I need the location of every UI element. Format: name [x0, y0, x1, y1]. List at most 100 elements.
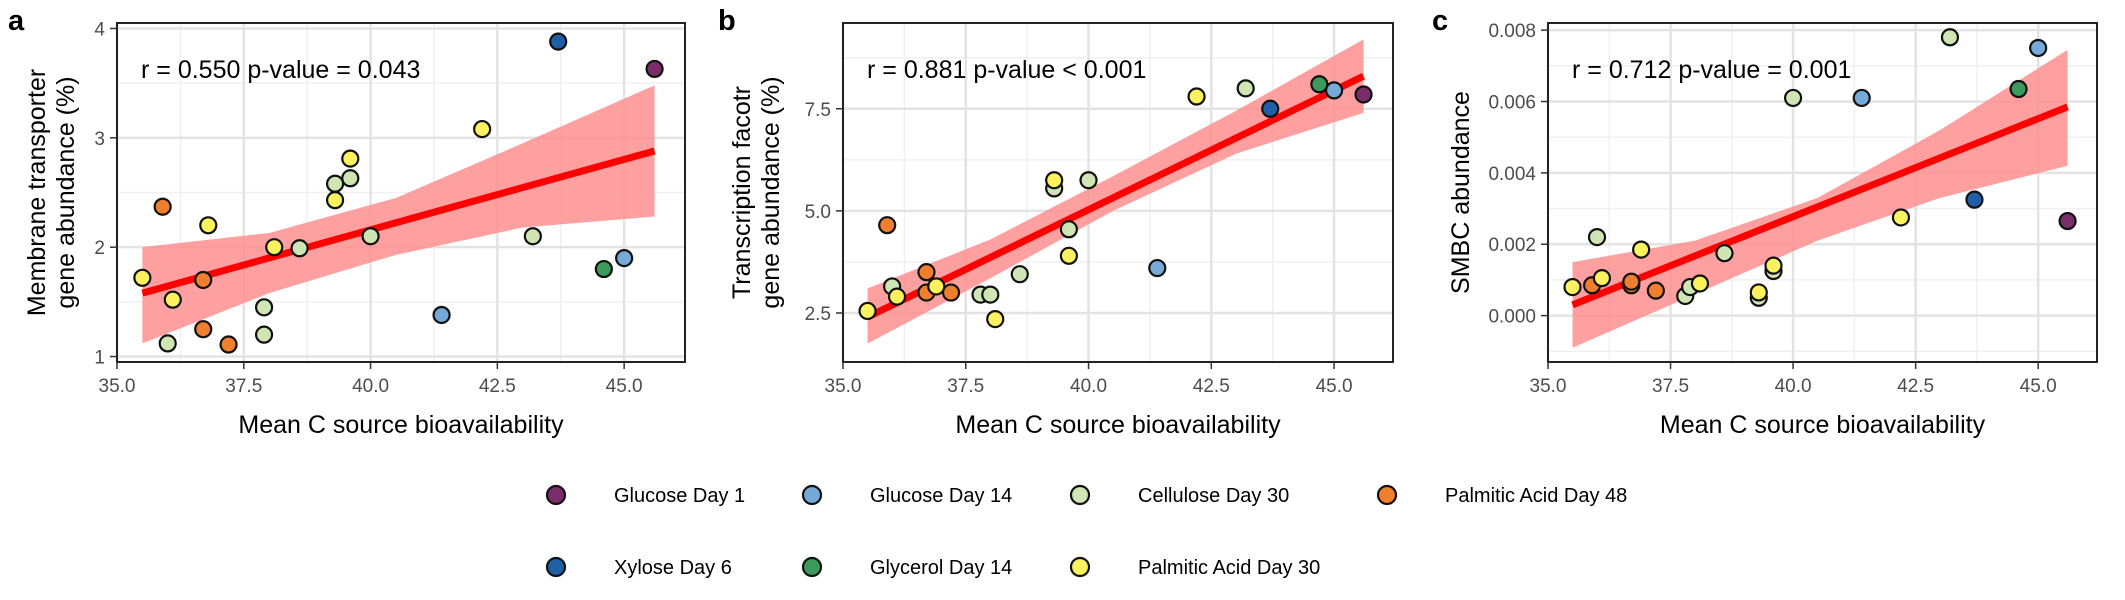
- data-point: [594, 259, 613, 279]
- x-tick-label: 35.0: [99, 376, 136, 397]
- regression-line: [1571, 103, 2069, 309]
- data-point: [158, 334, 177, 353]
- data-point: [1622, 272, 1641, 291]
- data-point: [887, 287, 907, 306]
- data-point: [341, 149, 360, 168]
- data-point: [254, 298, 274, 317]
- data-point: [917, 263, 936, 282]
- data-point: [194, 320, 213, 339]
- correlation-annotation: r = 0.550 p-value = 0.043: [141, 56, 420, 84]
- data-point: [199, 216, 218, 235]
- x-tick-label: 35.0: [825, 376, 862, 397]
- data-point: [1354, 85, 1373, 104]
- legend-item: Glycerol Day 14: [801, 556, 1012, 579]
- plot-border: [1547, 22, 2098, 363]
- data-point: [153, 197, 172, 216]
- tick-labels: 35.0 37.5 40.0 42.5 45.0 1 2 3 4: [94, 19, 642, 397]
- data-point: [549, 32, 568, 51]
- legend-marker: [801, 556, 823, 578]
- data-point: [432, 305, 451, 325]
- y-tick-label: 7.5: [805, 100, 831, 121]
- data-point: [1592, 269, 1612, 288]
- panel-c: 35.0 37.5 40.0 42.5 45.0 0.000 0.002 0.004 0.006…: [1432, 5, 2098, 439]
- y-axis-label: Membrane transporter: [23, 69, 51, 316]
- data-point: [1010, 265, 1029, 284]
- data-point: [981, 285, 1000, 304]
- data-point: [523, 227, 542, 246]
- legend-label: Glucose Day 14: [870, 485, 1012, 507]
- correlation-annotation: r = 0.712 p-value = 0.001: [1572, 56, 1851, 84]
- legend-item: Cellulose Day 30: [1069, 484, 1289, 507]
- legend-marker: [545, 556, 567, 578]
- panel-a: 35.0 37.5 40.0 42.5 45.0 1 2 3 4 Mean C source bi…: [8, 5, 686, 439]
- data-point: [1261, 99, 1280, 118]
- legend-item: Glucose Day 1: [545, 484, 745, 507]
- data-point: [163, 290, 182, 309]
- x-tick-label: 40.0: [1070, 376, 1107, 397]
- x-tick-label: 45.0: [2020, 376, 2057, 397]
- legend-marker: [1069, 556, 1091, 578]
- legend-label: Xylose Day 6: [614, 557, 732, 579]
- data-point: [1148, 258, 1167, 278]
- y-tick-label: 0.008: [1488, 21, 1536, 42]
- x-axis-label: Mean C source bioavailability: [1660, 411, 1986, 439]
- y-tick-label: 0.002: [1488, 235, 1536, 256]
- y-tick-label: 0.004: [1488, 164, 1536, 185]
- data-point: [1632, 240, 1651, 259]
- panel-letter: b: [718, 5, 736, 37]
- data-point: [1891, 208, 1911, 227]
- data-points: [1563, 28, 2077, 307]
- y-tick-label: 3: [94, 129, 105, 150]
- data-point: [1965, 190, 1984, 209]
- minor-gridlines: [843, 23, 1393, 362]
- data-point: [1852, 88, 1871, 108]
- confidence-band: [867, 39, 1364, 344]
- panel-letter: a: [8, 5, 25, 37]
- legend-label: Glucose Day 1: [614, 485, 745, 507]
- regression-line: [141, 147, 656, 297]
- data-point: [325, 174, 345, 193]
- tick-labels: 35.0 37.5 40.0 42.5 45.0 0.000 0.002 0.004 0.006…: [1488, 21, 2056, 397]
- data-point: [194, 270, 213, 290]
- legend-marker: [801, 484, 823, 506]
- y-axis-label: SMBC abundance: [1447, 91, 1475, 294]
- data-point: [325, 191, 345, 210]
- panel-letter: c: [1432, 5, 1448, 37]
- confidence-band: [142, 85, 655, 344]
- x-tick-label: 37.5: [1652, 376, 1689, 397]
- data-points: [858, 75, 1373, 329]
- legend-item: Xylose Day 6: [545, 556, 732, 579]
- data-point: [878, 216, 897, 235]
- data-point: [219, 335, 238, 354]
- x-tick-label: 45.0: [1316, 376, 1353, 397]
- y-tick-label: 0.006: [1488, 93, 1536, 114]
- data-point: [1587, 228, 1607, 247]
- data-point: [290, 239, 309, 258]
- legend-marker: [1069, 484, 1091, 506]
- y-tick-label: 5.0: [805, 202, 831, 223]
- data-point: [1764, 256, 1783, 275]
- data-point: [1715, 244, 1734, 263]
- data-point: [361, 227, 380, 246]
- legend-label: Glycerol Day 14: [870, 557, 1012, 579]
- x-tick-label: 40.0: [1775, 376, 1812, 397]
- legend-item: Palmitic Acid Day 48: [1376, 484, 1627, 507]
- data-point: [265, 238, 284, 257]
- legend-item: Glucose Day 14: [801, 484, 1012, 507]
- data-point: [341, 169, 360, 188]
- data-point: [1940, 28, 1960, 47]
- regression-line: [866, 72, 1366, 321]
- data-point: [858, 301, 877, 321]
- x-tick-label: 45.0: [606, 376, 643, 397]
- data-point: [1187, 87, 1206, 106]
- plot-border: [116, 22, 686, 363]
- data-point: [1324, 81, 1344, 100]
- plot-border: [842, 22, 1394, 363]
- y-tick-label: 4: [94, 19, 105, 40]
- data-point: [1045, 171, 1064, 190]
- data-point: [1563, 277, 1582, 297]
- y-axis-label: gene abundance (%): [52, 76, 80, 308]
- legend-label: Cellulose Day 30: [1138, 485, 1289, 507]
- y-axis-label: Transcription facotr: [728, 86, 756, 299]
